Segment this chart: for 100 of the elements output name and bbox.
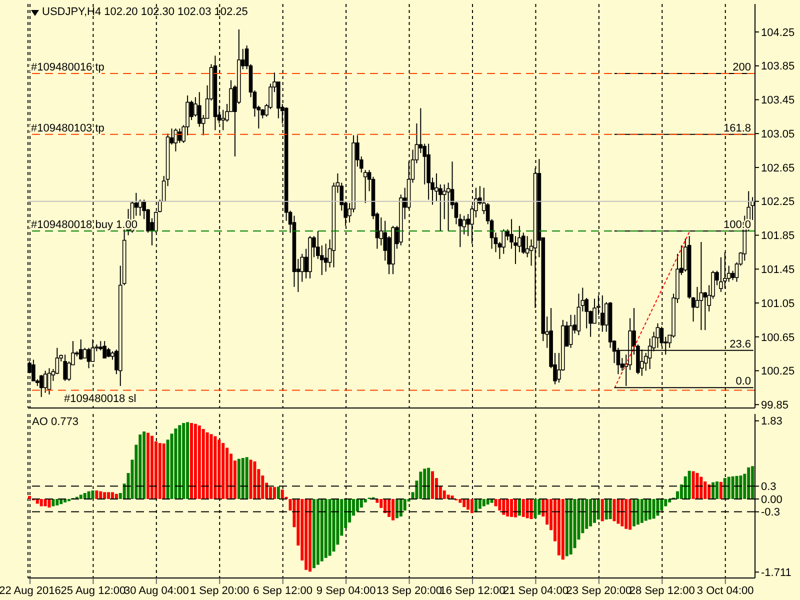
chart-title: AO 0.773 — [32, 416, 78, 428]
bar — [585, 498, 588, 529]
bar — [462, 498, 466, 508]
y-tick-label: 0.3 — [761, 481, 776, 494]
candlestick — [221, 109, 226, 131]
bar — [644, 498, 648, 521]
bar — [320, 498, 324, 562]
bar — [498, 498, 502, 511]
candlestick — [82, 347, 87, 359]
ref-line-label: #109480103 tp — [31, 122, 104, 134]
candlestick — [78, 338, 83, 360]
bar — [249, 460, 252, 499]
bar — [178, 425, 182, 499]
x-tick-label: 25 Aug 12:00 — [60, 584, 126, 597]
bar — [312, 498, 316, 568]
bar — [107, 492, 110, 499]
bar — [628, 498, 632, 530]
bar — [190, 422, 193, 499]
y-tick-label: -0.3 — [761, 506, 780, 519]
x-tick-label: 30 Aug 04:00 — [124, 584, 189, 597]
bar — [332, 498, 336, 552]
bar — [514, 498, 517, 518]
bar — [593, 498, 596, 523]
bar — [431, 471, 434, 499]
candlestick — [47, 368, 52, 395]
bar — [222, 443, 225, 499]
bar — [466, 498, 470, 510]
candlestick — [568, 314, 573, 348]
y-tick-label: 104.25 — [761, 26, 795, 39]
candlestick — [102, 340, 106, 359]
bar — [214, 436, 217, 499]
y-tick-label: 99.85 — [761, 400, 789, 412]
y-tick-label: 0.00 — [761, 494, 782, 506]
bar — [696, 472, 699, 499]
bar — [174, 428, 178, 499]
bar — [269, 487, 272, 499]
bar — [194, 424, 197, 499]
bar — [198, 426, 201, 499]
bar — [328, 498, 332, 556]
bar — [510, 498, 514, 517]
bar — [392, 498, 394, 520]
bar — [360, 498, 363, 508]
candlestick — [656, 322, 660, 348]
bar — [589, 498, 592, 526]
bar — [636, 498, 640, 525]
bar — [146, 432, 150, 499]
bar — [494, 498, 498, 506]
candlestick — [86, 347, 91, 369]
bar — [620, 498, 624, 526]
y-tick-label: 102.65 — [761, 162, 795, 174]
bar — [56, 498, 59, 506]
x-tick-label: 6 Sep 12:00 — [253, 584, 313, 597]
bar — [518, 498, 521, 516]
legend-label: 161.8 — [723, 122, 752, 134]
x-tick-label: 23 Sep 20:00 — [566, 584, 632, 597]
bar — [395, 498, 398, 518]
bar — [664, 498, 668, 506]
bar — [237, 458, 240, 499]
bar — [502, 498, 506, 515]
x-tick-label: 1 Sep 20:00 — [190, 584, 250, 597]
bar — [538, 498, 541, 515]
bar — [272, 487, 276, 499]
bar — [458, 498, 462, 503]
bar — [530, 498, 533, 520]
bar — [245, 457, 248, 499]
bar — [150, 436, 154, 499]
x-tick-label: 13 Sep 20:00 — [376, 584, 442, 597]
bar — [52, 498, 55, 506]
bar — [202, 428, 205, 499]
bar — [162, 443, 166, 499]
bar — [79, 494, 82, 499]
bar — [632, 498, 636, 526]
x-tick-label: 3 Oct 04:00 — [696, 584, 754, 597]
bar — [616, 498, 620, 524]
y-tick-label: -1.711 — [761, 566, 792, 579]
y-tick-label: 101.85 — [761, 230, 795, 242]
bar — [688, 470, 691, 499]
bar — [482, 498, 486, 506]
candlestick — [525, 236, 530, 258]
x-tick-label: 9 Sep 04:00 — [316, 584, 376, 597]
bar — [276, 486, 280, 499]
bar — [751, 466, 754, 499]
bar — [474, 498, 478, 512]
bar — [624, 498, 628, 529]
legend-label: 200 — [732, 61, 752, 74]
candlestick — [178, 128, 182, 144]
bar — [526, 498, 529, 518]
bar — [324, 498, 328, 558]
bar — [569, 498, 572, 555]
candlestick — [699, 241, 704, 331]
candlestick — [106, 347, 110, 358]
x-tick-label: 21 Sep 04:00 — [502, 584, 568, 597]
bar — [142, 432, 146, 499]
bar — [652, 498, 656, 519]
bar — [423, 468, 426, 499]
bar — [478, 498, 482, 509]
bar — [442, 490, 446, 499]
bar — [715, 481, 718, 499]
candlestick — [55, 347, 60, 375]
bar — [308, 498, 312, 572]
